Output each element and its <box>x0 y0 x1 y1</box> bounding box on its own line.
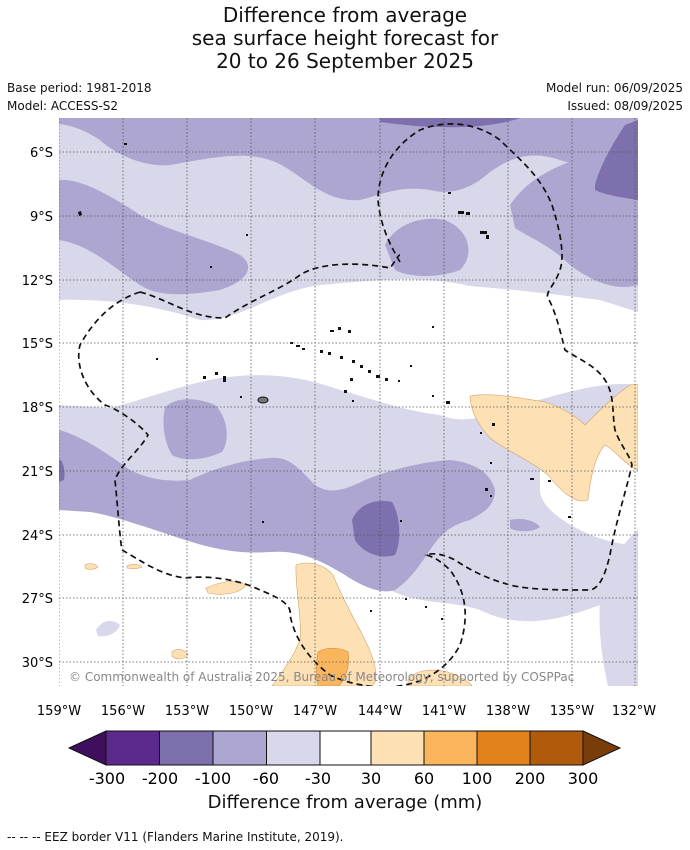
colorbar-segment <box>159 730 214 766</box>
eez-borders <box>77 123 633 686</box>
colorbar-segment <box>476 730 531 766</box>
field-dark-purple-ne <box>595 120 638 200</box>
lon-label: 138°W <box>486 704 530 719</box>
lat-label: 18°S <box>22 401 53 416</box>
model-name: Model: ACCESS-S2 <box>7 99 119 113</box>
islands <box>78 143 571 620</box>
field-purple-north <box>59 118 638 201</box>
colorbar-arrow-left <box>67 730 107 766</box>
lat-label: 21°S <box>22 465 53 480</box>
lon-label: 153°W <box>165 704 209 719</box>
base-period: Base period: 1981-2018 <box>7 81 152 95</box>
map-field: © Commonwealth of Australia 2025, Bureau… <box>59 118 638 686</box>
field-positive-small-4 <box>126 563 143 569</box>
colorbar-labels: -300 -200 -100 -60 -30 30 60 100 200 300 <box>89 769 598 788</box>
field-purple-eastern-blob <box>510 518 540 532</box>
field-positive-strong <box>316 647 349 686</box>
title-line-2: sea surface height forecast for <box>191 26 499 50</box>
field-purple-northwest <box>59 179 249 295</box>
lon-label: 147°W <box>293 704 337 719</box>
colorbar-arrow-right <box>582 730 622 766</box>
lat-label: 6°S <box>30 146 53 161</box>
lat-label: 24°S <box>22 529 53 544</box>
title-line-3: 20 to 26 September 2025 <box>216 49 474 73</box>
field-positive-south <box>271 562 377 686</box>
lon-label: 132°W <box>612 704 656 719</box>
lat-label: 27°S <box>22 592 53 607</box>
lon-label: 159°W <box>37 704 81 719</box>
lat-label: 30°S <box>22 656 53 671</box>
eez-border-french-polynesia <box>377 123 633 591</box>
eez-border-west <box>77 291 466 686</box>
meta-left: Base period: 1981-2018 Model: ACCESS-S2 <box>7 79 152 115</box>
chart-title: Difference from average sea surface heig… <box>0 4 690 73</box>
colorbar-segment <box>423 730 478 766</box>
colorbar-title: Difference from average (mm) <box>207 792 483 813</box>
colorbar-label: 100 <box>462 769 493 788</box>
eez-footnote: -- -- -- EEZ border V11 (Flanders Marine… <box>7 830 344 844</box>
field-neutral-band <box>59 279 638 420</box>
colorbar-label: -300 <box>89 769 125 788</box>
colorbar-segment <box>212 730 267 766</box>
field-purple-southwest <box>163 399 227 460</box>
colorbar-segment <box>105 730 160 766</box>
colorbar-label: -200 <box>142 769 178 788</box>
longitude-labels: 159°W 156°W 153°W 150°W 147°W 144°W 141°… <box>37 704 656 719</box>
field-positive-small-3 <box>84 563 99 570</box>
lon-label: 156°W <box>101 704 145 719</box>
title-line-1: Difference from average <box>222 3 468 27</box>
field-dark-purple-north <box>380 118 520 128</box>
colorbar-label: -60 <box>253 769 279 788</box>
lon-label: 144°W <box>358 704 402 719</box>
graticule <box>59 118 638 686</box>
lon-label: 150°W <box>229 704 273 719</box>
model-run: Model run: 06/09/2025 <box>545 81 683 95</box>
meta-right: Model run: 06/09/2025 Issued: 08/09/2025 <box>546 79 683 115</box>
colorbar-label: -30 <box>305 769 331 788</box>
field-positive-southeast <box>407 669 473 686</box>
field-light-patch-1 <box>96 620 120 637</box>
colorbar-label: 200 <box>515 769 546 788</box>
field-purple-center <box>385 218 469 276</box>
lon-label: 141°W <box>422 704 466 719</box>
lat-label: 15°S <box>22 337 53 352</box>
field-positive-small-2 <box>171 649 189 660</box>
eez-border-cook <box>139 254 401 319</box>
colorbar-label: 60 <box>414 769 434 788</box>
colorbar-segment <box>370 730 425 766</box>
field-dark-purple-west <box>59 459 65 482</box>
colorbar-label: 300 <box>568 769 599 788</box>
lon-label: 135°W <box>550 704 594 719</box>
colorbar: -300 -200 -100 -60 -30 30 60 100 200 300 <box>67 730 622 788</box>
field-light-patch-2 <box>599 530 638 686</box>
colorbar-segment <box>266 730 321 766</box>
field-dark-purple-south <box>352 500 400 557</box>
latitude-labels: 6°S 9°S 12°S 15°S 18°S 21°S 24°S 27°S 30… <box>22 146 53 671</box>
colorbar-segment <box>319 730 372 766</box>
colorbar-segment <box>529 730 584 766</box>
colorbar-label: -100 <box>195 769 231 788</box>
colorbar-label: 30 <box>361 769 381 788</box>
field-positive-east <box>469 383 638 502</box>
lat-label: 12°S <box>22 274 53 289</box>
lat-label: 9°S <box>30 210 53 225</box>
copyright-notice: © Commonwealth of Australia 2025, Bureau… <box>69 670 574 684</box>
issued-date: Issued: 08/09/2025 <box>567 99 683 113</box>
